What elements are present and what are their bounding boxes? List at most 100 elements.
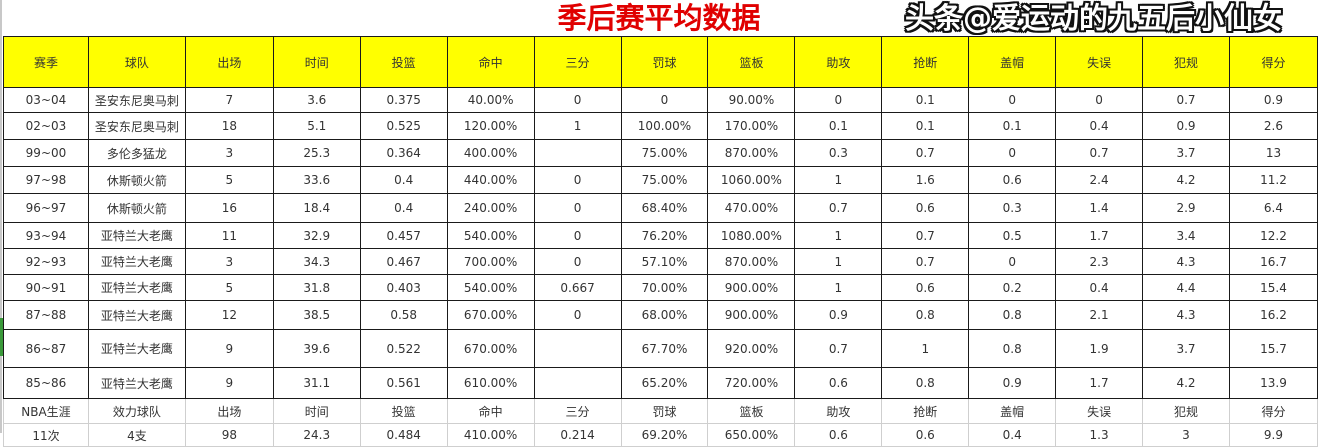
cell[interactable]: 0.1	[881, 87, 970, 113]
cell[interactable]: 0.7	[794, 329, 883, 368]
cell[interactable]: 圣安东尼奥马刺	[87, 112, 186, 140]
cell[interactable]: 球队	[87, 36, 186, 88]
cell[interactable]: 1.4	[1055, 193, 1144, 223]
cell[interactable]: 0.9	[968, 367, 1057, 399]
cell[interactable]: 0.7	[1055, 139, 1144, 167]
cell[interactable]: 犯规	[1142, 36, 1230, 88]
cell[interactable]: 5	[184, 274, 274, 301]
cell[interactable]: 0.6	[968, 166, 1057, 194]
cell[interactable]: 93~94	[3, 222, 89, 249]
cell[interactable]: 75.00%	[620, 166, 709, 194]
cell[interactable]: 亚特兰大老鹰	[87, 367, 186, 399]
cell[interactable]: 投篮	[359, 398, 448, 424]
cell[interactable]: 0.4	[968, 423, 1057, 447]
cell[interactable]: 2.6	[1228, 112, 1318, 140]
cell[interactable]: 0.467	[359, 248, 448, 275]
cell[interactable]: 出场	[184, 398, 274, 424]
cell[interactable]: 16.7	[1228, 248, 1318, 275]
cell[interactable]: 3.6	[272, 87, 361, 113]
cell[interactable]: 效力球队	[87, 398, 186, 424]
cell[interactable]: 0.7	[794, 193, 883, 223]
cell[interactable]: 120.00%	[446, 112, 535, 140]
cell[interactable]: 1.7	[1055, 222, 1144, 249]
cell[interactable]: 700.00%	[446, 248, 535, 275]
cell[interactable]: 1	[794, 222, 883, 249]
cell[interactable]: 610.00%	[446, 367, 535, 399]
cell[interactable]: 69.20%	[620, 423, 709, 447]
cell[interactable]: 0.58	[359, 300, 448, 330]
cell[interactable]: 32.9	[272, 222, 361, 249]
cell[interactable]: 470.00%	[707, 193, 796, 223]
cell[interactable]: 赛季	[3, 36, 89, 88]
cell[interactable]: 92~93	[3, 248, 89, 275]
cell[interactable]: 31.1	[272, 367, 361, 399]
cell[interactable]: 多伦多猛龙	[87, 139, 186, 167]
cell[interactable]: 抢断	[881, 36, 970, 88]
cell[interactable]: 篮板	[707, 36, 796, 88]
cell[interactable]: 3	[1142, 423, 1230, 447]
cell[interactable]: 亚特兰大老鹰	[87, 274, 186, 301]
cell[interactable]: 0.457	[359, 222, 448, 249]
cell[interactable]: 0.8	[968, 329, 1057, 368]
cell[interactable]: 助攻	[794, 398, 883, 424]
cell[interactable]: 0	[533, 166, 622, 194]
cell[interactable]: 68.40%	[620, 193, 709, 223]
cell[interactable]: 440.00%	[446, 166, 535, 194]
cell[interactable]: 540.00%	[446, 222, 535, 249]
cell[interactable]: 1	[794, 166, 883, 194]
cell[interactable]: 0.7	[881, 139, 970, 167]
cell[interactable]: 33.6	[272, 166, 361, 194]
cell[interactable]: 7	[184, 87, 274, 113]
cell[interactable]: 0	[533, 300, 622, 330]
cell[interactable]: 助攻	[794, 36, 883, 88]
cell[interactable]: 3	[184, 248, 274, 275]
cell[interactable]: 100.00%	[620, 112, 709, 140]
cell[interactable]: 抢断	[881, 398, 970, 424]
cell[interactable]: 失误	[1055, 36, 1144, 88]
cell[interactable]: 12.2	[1228, 222, 1318, 249]
cell[interactable]: 时间	[272, 398, 361, 424]
cell[interactable]: 1080.00%	[707, 222, 796, 249]
cell[interactable]: 0.403	[359, 274, 448, 301]
cell[interactable]: 4.3	[1142, 248, 1230, 275]
cell[interactable]: 11.2	[1228, 166, 1318, 194]
cell[interactable]: 失误	[1055, 398, 1144, 424]
cell[interactable]: 0.4	[359, 193, 448, 223]
cell[interactable]: 0.7	[881, 248, 970, 275]
cell[interactable]: 犯规	[1142, 398, 1230, 424]
cell[interactable]: 时间	[272, 36, 361, 88]
cell[interactable]: 0.3	[794, 139, 883, 167]
cell[interactable]: 得分	[1228, 36, 1318, 88]
cell[interactable]: 170.00%	[707, 112, 796, 140]
cell[interactable]: 18.4	[272, 193, 361, 223]
cell[interactable]: 15.4	[1228, 274, 1318, 301]
cell[interactable]: 31.8	[272, 274, 361, 301]
cell[interactable]: 三分	[533, 36, 622, 88]
cell[interactable]: 68.00%	[620, 300, 709, 330]
cell[interactable]: 0	[794, 87, 883, 113]
cell[interactable]: 540.00%	[446, 274, 535, 301]
cell[interactable]: 0.8	[881, 367, 970, 399]
cell[interactable]: 9.9	[1228, 423, 1318, 447]
cell[interactable]: 920.00%	[707, 329, 796, 368]
cell[interactable]: 1.6	[881, 166, 970, 194]
cell[interactable]: 0.3	[968, 193, 1057, 223]
cell[interactable]: 18	[184, 112, 274, 140]
cell[interactable]: 0.6	[794, 367, 883, 399]
cell[interactable]: 410.00%	[446, 423, 535, 447]
cell[interactable]: 盖帽	[968, 36, 1057, 88]
cell[interactable]	[533, 367, 622, 399]
cell[interactable]: 0.8	[881, 300, 970, 330]
cell[interactable]: 0.6	[881, 193, 970, 223]
cell[interactable]: 三分	[533, 398, 622, 424]
cell[interactable]: 0	[533, 248, 622, 275]
cell[interactable]: 0	[1055, 87, 1144, 113]
cell[interactable]: 0.1	[794, 112, 883, 140]
cell[interactable]: 0.7	[1142, 87, 1230, 113]
cell[interactable]: 1.3	[1055, 423, 1144, 447]
cell[interactable]: 3	[184, 139, 274, 167]
cell[interactable]: 命中	[446, 36, 535, 88]
cell[interactable]: 34.3	[272, 248, 361, 275]
cell[interactable]: 2.9	[1142, 193, 1230, 223]
cell[interactable]: 得分	[1228, 398, 1318, 424]
